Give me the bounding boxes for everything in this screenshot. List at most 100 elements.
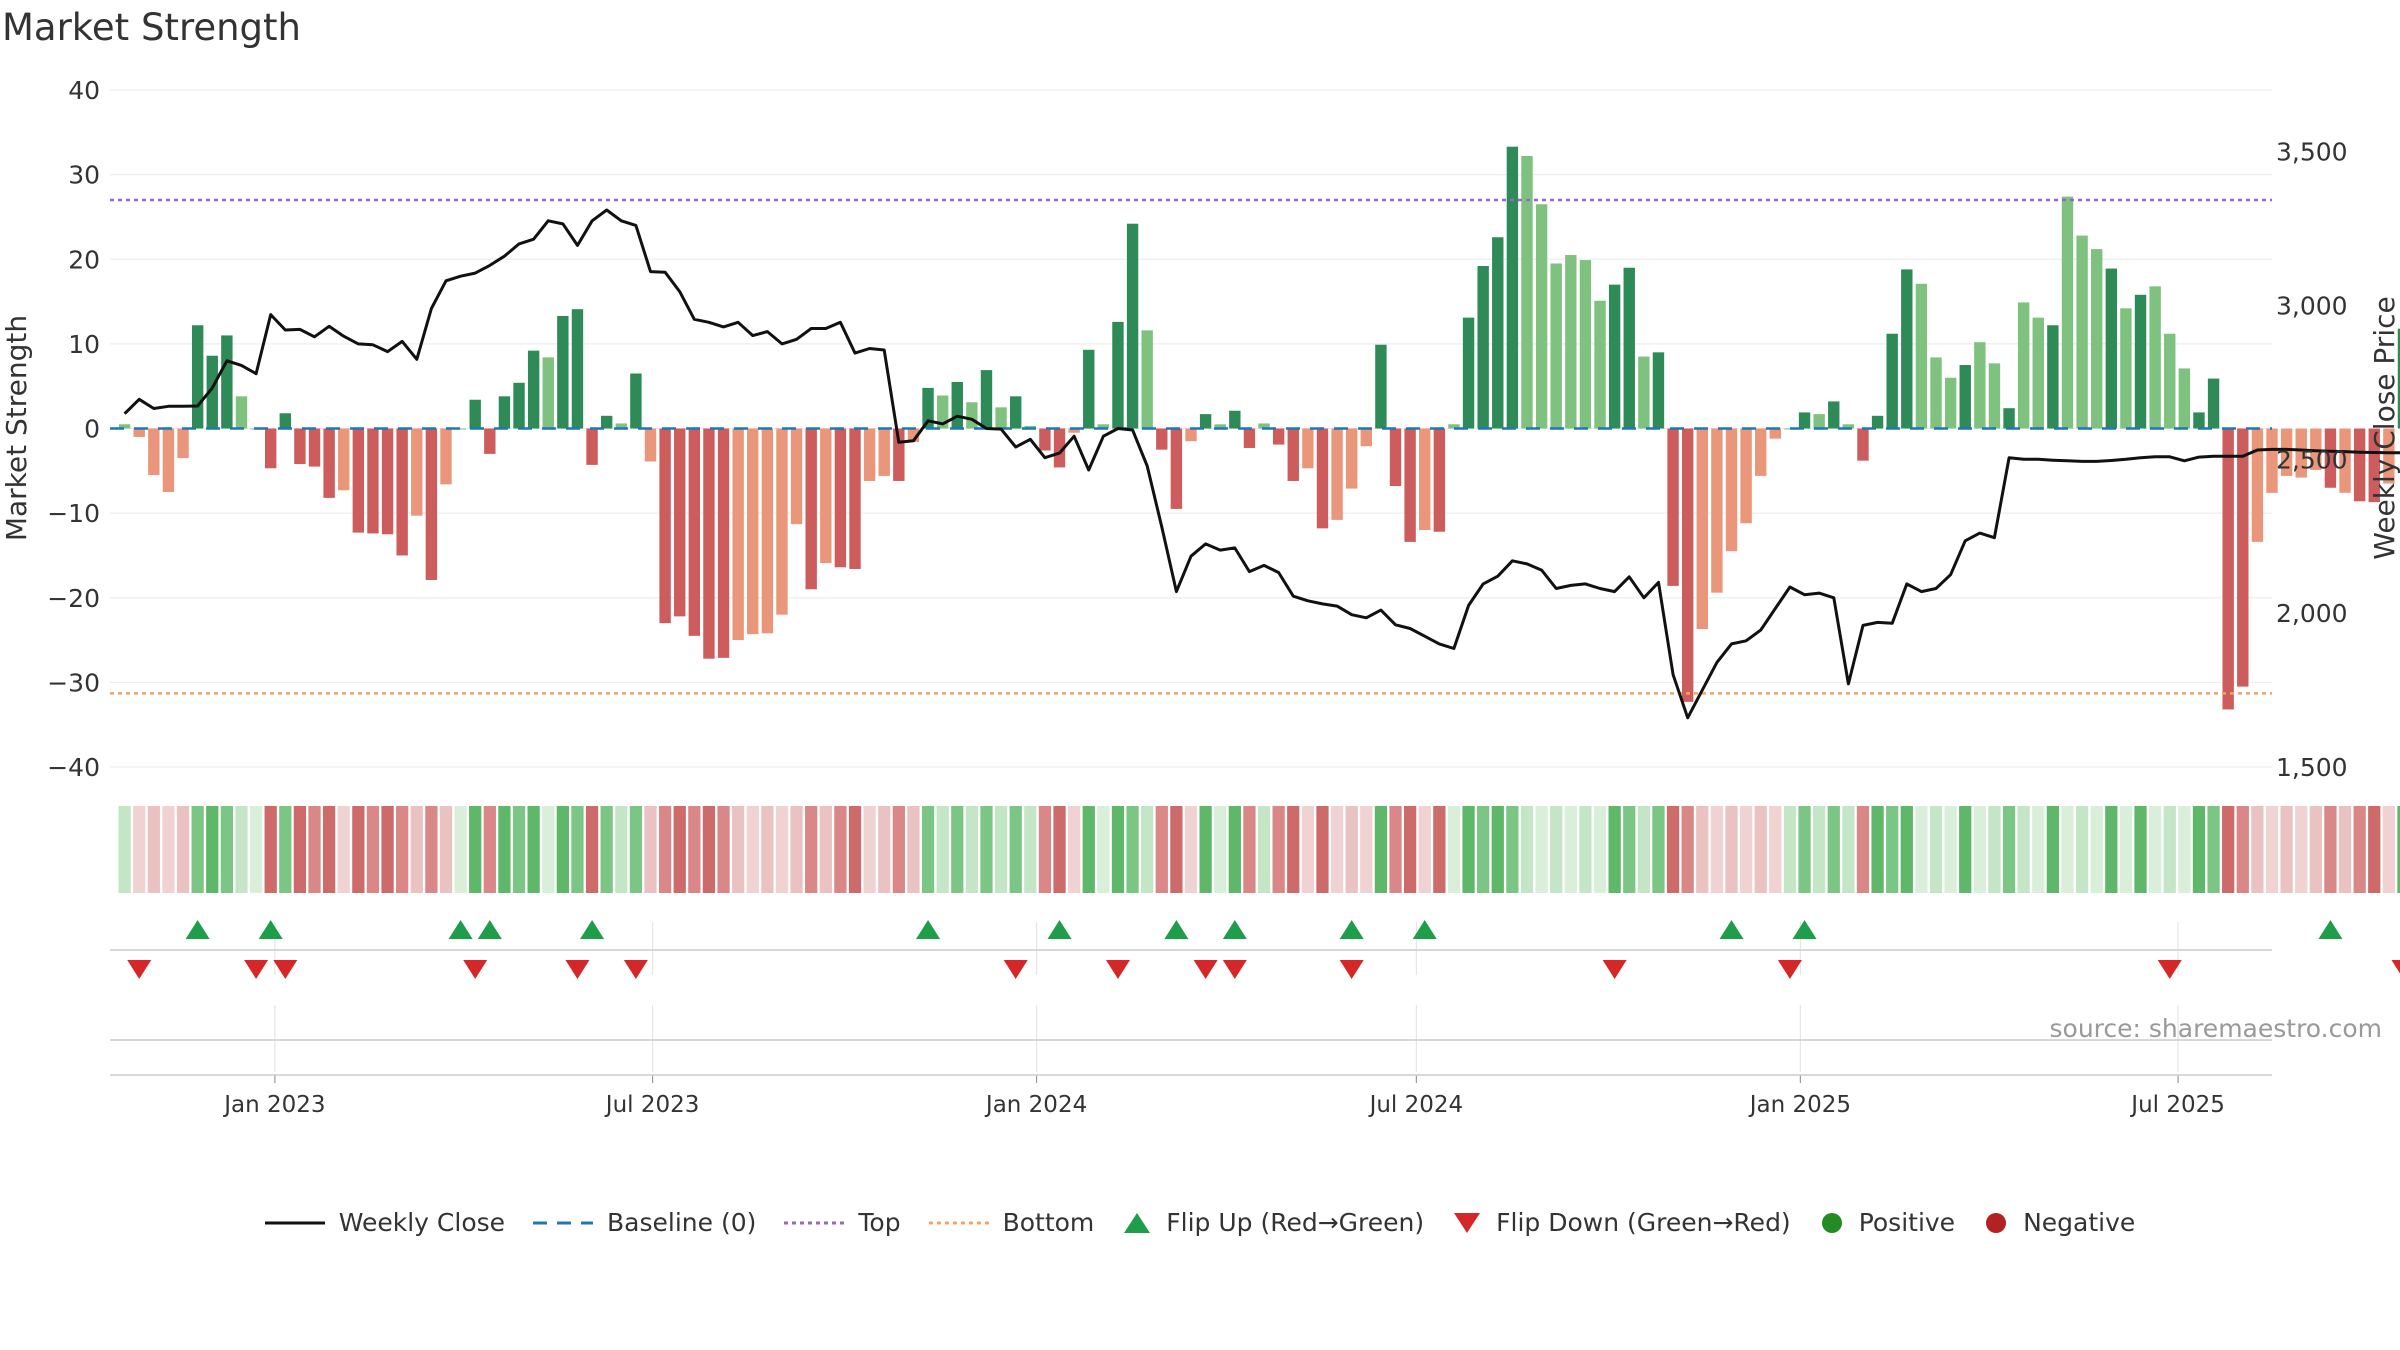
- band-cell: [1243, 806, 1256, 893]
- triangle-down-icon: [1454, 1212, 1481, 1233]
- strength-bar-positive: [1886, 333, 1898, 429]
- band-cell: [206, 806, 219, 893]
- strength-bar-positive: [1550, 263, 1562, 429]
- band-cell: [1374, 806, 1388, 893]
- band-cell: [863, 806, 876, 893]
- band-cell: [1506, 806, 1519, 893]
- flip-up-marker: [1047, 920, 1072, 939]
- x-tick-label: Jan 2024: [984, 1092, 1087, 1118]
- band-cell: [483, 806, 496, 893]
- band-cell: [790, 806, 803, 893]
- legend-negative: Negative: [1983, 1208, 2135, 1237]
- strength-bar-negative: [2368, 428, 2380, 503]
- strength-bar-positive: [951, 381, 963, 429]
- band-cell: [1564, 806, 1577, 893]
- strength-bar-negative: [2324, 428, 2337, 488]
- x-tick-label: Jan 2023: [222, 1092, 325, 1118]
- band-cell: [907, 806, 920, 893]
- band-cell: [644, 806, 657, 893]
- flip-up-marker: [1222, 920, 1247, 939]
- strength-bar-positive: [2076, 235, 2088, 429]
- band-cell: [746, 806, 759, 893]
- flip-down-marker: [127, 960, 152, 979]
- flip-down-marker: [244, 960, 269, 979]
- band-cell: [322, 806, 336, 893]
- band-cell: [2148, 806, 2162, 893]
- strength-bar-negative: [717, 428, 730, 658]
- legend: Weekly Close Baseline (0) Top Bottom Fli…: [0, 1208, 2400, 1237]
- legend-label: Top: [858, 1208, 901, 1237]
- band-cell: [673, 806, 686, 893]
- flip-up-marker: [2318, 920, 2343, 939]
- band-cell: [2192, 806, 2206, 893]
- band-cell: [1462, 806, 1475, 893]
- flip-up-marker: [1719, 920, 1744, 939]
- strength-bar-negative: [1185, 428, 1197, 442]
- source-note: source: sharemaestro.com: [2049, 1014, 2383, 1043]
- strength-bar-positive: [980, 370, 993, 429]
- y-tick-label: −30: [47, 668, 100, 697]
- x-tick-label: Jul 2024: [1368, 1092, 1464, 1118]
- strength-bar-positive: [206, 355, 218, 429]
- band-cell: [1330, 806, 1344, 893]
- strength-bar-negative: [1053, 428, 1066, 468]
- band-cell: [1754, 806, 1767, 893]
- strength-bar-positive: [2105, 268, 2118, 429]
- band-cell: [1842, 806, 1855, 893]
- strength-bar-positive: [1944, 377, 1957, 429]
- y-tick-label: −40: [47, 753, 100, 782]
- band-cell: [191, 806, 204, 893]
- band-cell: [469, 806, 482, 893]
- strength-bar-positive: [1448, 424, 1460, 429]
- band-cell: [2324, 806, 2337, 893]
- flip-up-marker: [477, 920, 502, 939]
- band-cell: [1257, 806, 1271, 893]
- legend-label: Flip Up (Red→Green): [1166, 1208, 1425, 1237]
- band-cell: [805, 806, 818, 893]
- band-cell: [396, 806, 409, 893]
- band-cell: [2295, 806, 2308, 893]
- band-cell: [2265, 806, 2279, 893]
- x-tick-label: Jan 2025: [1748, 1092, 1851, 1118]
- band-cell: [337, 806, 350, 893]
- strength-bar-negative: [820, 428, 832, 564]
- strength-bar-negative: [907, 428, 920, 443]
- flip-down-marker: [273, 960, 298, 979]
- band-cell: [2061, 806, 2074, 893]
- strength-bar-negative: [1389, 428, 1402, 487]
- flip-down-marker: [1222, 960, 1247, 979]
- strength-bar-positive: [279, 413, 291, 429]
- band-cell: [1433, 806, 1446, 893]
- strength-bar-positive: [1652, 352, 1665, 429]
- legend-label: Negative: [2023, 1208, 2136, 1237]
- band-cell: [1696, 806, 1709, 893]
- strength-bar-negative: [2237, 428, 2249, 687]
- strength-bar-positive: [1784, 428, 1796, 430]
- band-cell: [1038, 806, 1052, 893]
- flip-up-marker: [1339, 920, 1364, 939]
- strength-bar-negative: [1156, 428, 1168, 450]
- y-tick-label: 30: [68, 161, 100, 190]
- strength-bar-positive: [1930, 357, 1942, 429]
- strength-bar-positive: [1813, 414, 1825, 429]
- strength-bar-positive: [1579, 260, 1592, 429]
- band-cell: [1477, 806, 1490, 893]
- legend-label: Flip Down (Green→Red): [1496, 1208, 1791, 1237]
- band-cell: [352, 806, 365, 893]
- band-cell: [1097, 806, 1110, 893]
- strength-bar-positive: [1594, 300, 1606, 429]
- band-cell: [1520, 806, 1534, 893]
- strength-bar-negative: [411, 428, 423, 516]
- strength-bar-positive: [1623, 267, 1635, 429]
- band-cell: [1973, 806, 1986, 893]
- band-cell: [1287, 806, 1300, 893]
- strength-bar-negative: [177, 428, 189, 459]
- band-cell: [1024, 806, 1037, 893]
- band-cell: [133, 806, 146, 893]
- strength-bar-positive: [2032, 317, 2044, 429]
- band-cell: [235, 806, 248, 893]
- strength-bar-positive: [454, 428, 467, 430]
- strength-bar-negative: [352, 428, 365, 533]
- reference-lines: [110, 198, 2272, 695]
- band-cell: [176, 806, 190, 893]
